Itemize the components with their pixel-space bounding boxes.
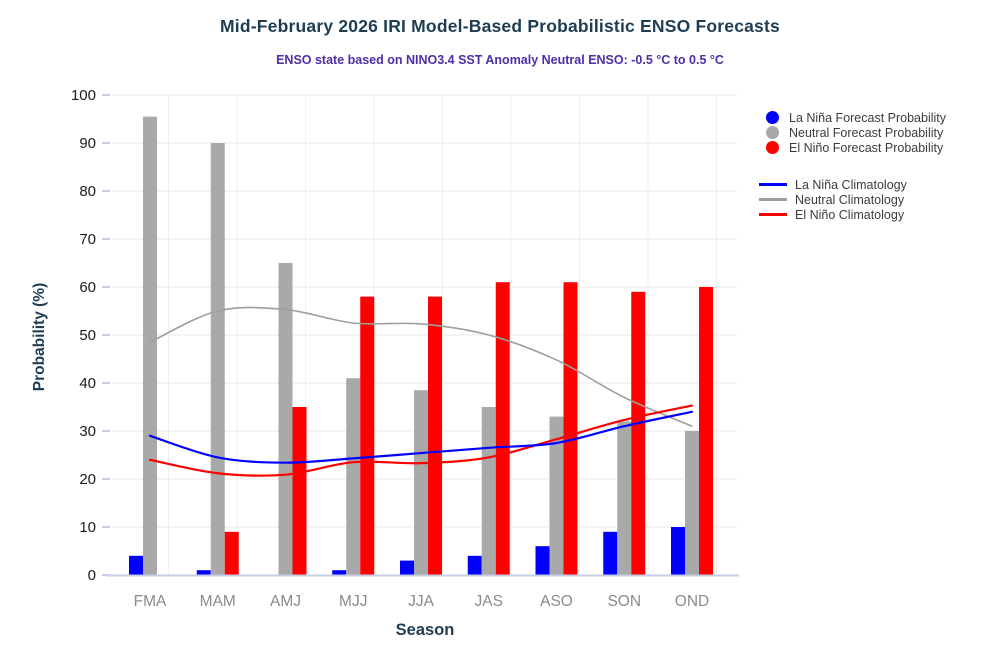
- y-tick-label: 50: [79, 327, 96, 344]
- climatology-line: [148, 410, 694, 464]
- legend-dot-icon: [766, 141, 779, 154]
- y-tick-label: 30: [79, 423, 96, 440]
- bar: [631, 291, 646, 575]
- bar: [196, 570, 211, 575]
- legend-climatology-group: La Niña Climatology Neutral Climatology El…: [757, 177, 992, 222]
- legend-item: El Niño Forecast Probability: [757, 140, 992, 155]
- x-tick-label: JJA: [408, 593, 435, 610]
- x-tick-label: OND: [675, 593, 709, 610]
- y-tick-label: 40: [79, 375, 96, 392]
- bar: [603, 531, 618, 575]
- legend-item-label: La Niña Climatology: [795, 177, 907, 192]
- bar: [467, 555, 482, 575]
- y-tick-label: 60: [79, 279, 96, 296]
- x-tick-label: SON: [607, 593, 641, 610]
- bar: [292, 407, 307, 575]
- bar: [210, 143, 225, 575]
- y-tick-label: 70: [79, 231, 96, 248]
- x-axis-title: Season: [395, 621, 455, 639]
- bar: [414, 390, 428, 575]
- x-tick-label: ASO: [540, 593, 573, 610]
- legend-dot-icon: [766, 126, 779, 139]
- bar: [563, 282, 578, 575]
- legend-item-label: Neutral Climatology: [795, 192, 905, 207]
- bar: [699, 287, 713, 575]
- legend-item: La Niña Climatology: [757, 177, 992, 192]
- bar: [360, 296, 375, 575]
- legend-forecast-group: La Niña Forecast Probability Neutral Fore…: [757, 110, 992, 155]
- chart-subtitle: ENSO state based on NINO3.4 SST Anomaly …: [276, 53, 724, 67]
- bar: [535, 546, 550, 575]
- bar: [428, 296, 442, 575]
- legend-dot-icon: [766, 111, 779, 124]
- x-tick-label: JAS: [475, 593, 503, 610]
- y-tick-label: 80: [79, 183, 96, 200]
- legend-line-icon: [759, 213, 787, 216]
- legend-item: Neutral Forecast Probability: [757, 125, 992, 140]
- legend-item-label: El Niño Forecast Probability: [789, 140, 944, 155]
- bar: [685, 431, 699, 575]
- climatology-line: [149, 306, 693, 427]
- y-tick-label: 0: [88, 567, 96, 584]
- bar: [129, 555, 143, 575]
- bar: [143, 116, 157, 575]
- bar: [549, 416, 564, 575]
- x-tick-label: MAM: [200, 593, 236, 610]
- legend: La Niña Forecast Probability Neutral Fore…: [757, 110, 992, 222]
- climatology-line: [148, 404, 694, 477]
- legend-line-icon: [759, 183, 787, 186]
- y-tick-label: 10: [79, 519, 96, 536]
- x-tick-label: MJJ: [339, 593, 367, 610]
- legend-item: Neutral Climatology: [757, 192, 992, 207]
- legend-item-label: Neutral Forecast Probability: [789, 125, 944, 140]
- x-tick-label: AMJ: [270, 593, 301, 610]
- bar: [617, 421, 632, 575]
- legend-item: El Niño Climatology: [757, 207, 992, 222]
- chart-title: Mid-February 2026 IRI Model-Based Probab…: [220, 16, 780, 36]
- y-tick-label: 90: [79, 135, 96, 152]
- legend-item: La Niña Forecast Probability: [757, 110, 992, 125]
- bar: [400, 560, 414, 575]
- legend-item-label: El Niño Climatology: [795, 207, 905, 222]
- x-tick-label: FMA: [134, 593, 167, 610]
- bar: [224, 531, 239, 575]
- bar: [671, 527, 685, 575]
- y-tick-label: 20: [79, 471, 96, 488]
- bar: [481, 407, 496, 575]
- bar: [346, 378, 361, 575]
- bar: [278, 263, 293, 575]
- legend-item-label: La Niña Forecast Probability: [789, 110, 947, 125]
- bar: [495, 282, 510, 575]
- bar: [332, 570, 347, 575]
- y-tick-label: 100: [71, 87, 96, 104]
- legend-line-icon: [759, 198, 787, 201]
